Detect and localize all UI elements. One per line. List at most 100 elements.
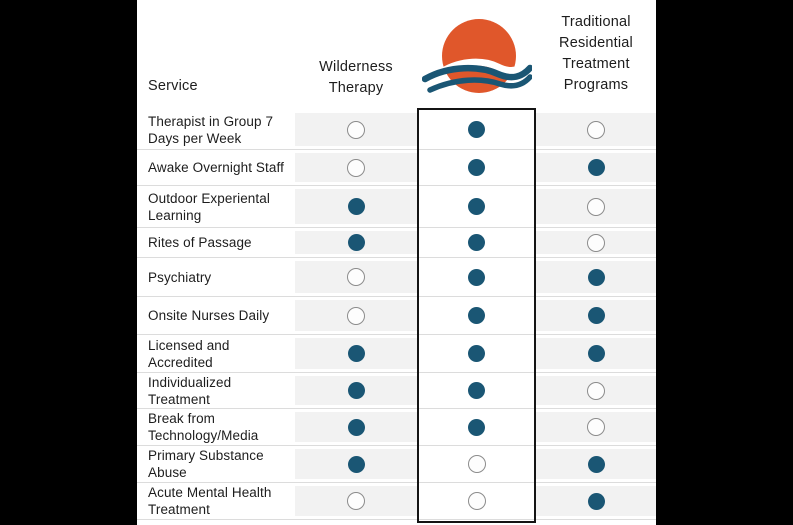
dot-filled <box>347 234 365 251</box>
dot-filled <box>347 345 365 362</box>
center-cell <box>417 110 536 149</box>
table-row: Licensed and Accredited <box>137 335 656 373</box>
service-label: Break from Technology/Media <box>148 411 259 443</box>
table-rows: Therapist in Group 7 Days per Week Awake… <box>137 110 656 520</box>
dot-empty <box>587 197 605 216</box>
center-cell <box>417 483 536 519</box>
dot-filled <box>468 121 485 138</box>
center-column-header <box>417 0 536 110</box>
dot-filled <box>468 307 485 324</box>
table-panel: Service Wilderness Therapy Traditional R… <box>137 0 656 525</box>
dot-filled <box>468 234 485 251</box>
dot-filled <box>347 382 365 399</box>
center-cell <box>417 373 536 408</box>
service-label: Individualized Treatment <box>148 374 232 407</box>
center-cell <box>417 409 536 445</box>
wilderness-cell <box>295 231 417 254</box>
table-row: Break from Technology/Media <box>137 409 656 446</box>
dot-filled <box>587 268 605 286</box>
traditional-column-header: Traditional Residential Treatment Progra… <box>536 0 656 110</box>
center-cell <box>417 297 536 334</box>
wilderness-cell <box>295 153 417 182</box>
dot-empty <box>467 455 486 473</box>
dot-empty <box>587 418 605 436</box>
traditional-cell <box>536 231 656 254</box>
table-header: Service Wilderness Therapy Traditional R… <box>137 0 656 110</box>
dot-filled <box>468 198 485 215</box>
center-cell <box>417 335 536 372</box>
dot-filled <box>468 418 485 436</box>
wilderness-cell <box>295 261 417 293</box>
service-label: Awake Overnight Staff <box>148 160 284 175</box>
service-label: Licensed and Accredited <box>148 337 230 370</box>
service-column-header: Service <box>137 0 295 110</box>
dot-filled <box>587 492 605 510</box>
wilderness-header-label: Wilderness Therapy <box>319 59 393 96</box>
wilderness-cell <box>295 113 417 146</box>
service-label: Onsite Nurses Daily <box>148 308 270 323</box>
table-row: Rites of Passage <box>137 228 656 258</box>
center-cell <box>417 228 536 257</box>
service-header-label: Service <box>148 78 198 94</box>
dot-empty <box>347 492 365 510</box>
wilderness-cell <box>295 338 417 369</box>
wilderness-cell <box>295 486 417 516</box>
traditional-cell <box>536 338 656 369</box>
table-row: Outdoor Experiental Learning <box>137 186 656 228</box>
traditional-cell <box>536 376 656 405</box>
service-label: Outdoor Experiental Learning <box>148 190 270 223</box>
center-cell <box>417 150 536 185</box>
table-row: Awake Overnight Staff <box>137 150 656 186</box>
wilderness-cell <box>295 376 417 405</box>
service-label: Therapist in Group 7 Days per Week <box>148 113 274 146</box>
dot-filled <box>587 307 605 324</box>
sun-over-waves-logo-icon <box>421 19 532 93</box>
dot-filled <box>468 159 485 176</box>
wilderness-cell <box>295 300 417 331</box>
traditional-header-label: Traditional Residential Treatment Progra… <box>559 14 633 93</box>
wilderness-cell <box>295 412 417 442</box>
table-row: Therapist in Group 7 Days per Week <box>137 110 656 150</box>
traditional-cell <box>536 113 656 146</box>
traditional-cell <box>536 449 656 479</box>
service-label: Rites of Passage <box>148 235 252 250</box>
traditional-cell <box>536 189 656 224</box>
traditional-cell <box>536 486 656 516</box>
dot-empty <box>587 120 605 139</box>
wilderness-cell <box>295 189 417 224</box>
dot-filled <box>468 345 485 362</box>
wilderness-cell <box>295 449 417 479</box>
traditional-cell <box>536 412 656 442</box>
table-row: Psychiatry <box>137 258 656 297</box>
center-cell <box>417 258 536 296</box>
traditional-cell <box>536 300 656 331</box>
dot-filled <box>468 382 485 399</box>
table-row: Primary Substance Abuse <box>137 446 656 483</box>
dot-filled <box>468 268 485 286</box>
traditional-cell <box>536 153 656 182</box>
table-row: Onsite Nurses Daily <box>137 297 656 335</box>
table-row: Individualized Treatment <box>137 373 656 409</box>
dot-filled <box>587 345 605 362</box>
wilderness-column-header: Wilderness Therapy <box>295 0 417 110</box>
center-cell <box>417 186 536 227</box>
service-label: Primary Substance Abuse <box>148 448 264 480</box>
dot-empty <box>587 381 605 400</box>
dot-empty <box>467 492 486 510</box>
traditional-cell <box>536 261 656 293</box>
dot-empty <box>587 233 605 252</box>
dot-filled <box>587 159 605 176</box>
dot-filled <box>347 418 365 436</box>
dot-empty <box>347 158 365 177</box>
dot-filled <box>587 455 605 473</box>
service-label: Acute Mental Health Treatment <box>148 485 272 517</box>
dot-empty <box>347 120 365 139</box>
dot-filled <box>347 198 365 215</box>
dot-filled <box>347 455 365 473</box>
center-cell <box>417 446 536 482</box>
dot-empty <box>347 268 365 286</box>
service-label: Psychiatry <box>148 269 212 285</box>
table-row: Acute Mental Health Treatment <box>137 483 656 520</box>
dot-empty <box>347 306 365 325</box>
